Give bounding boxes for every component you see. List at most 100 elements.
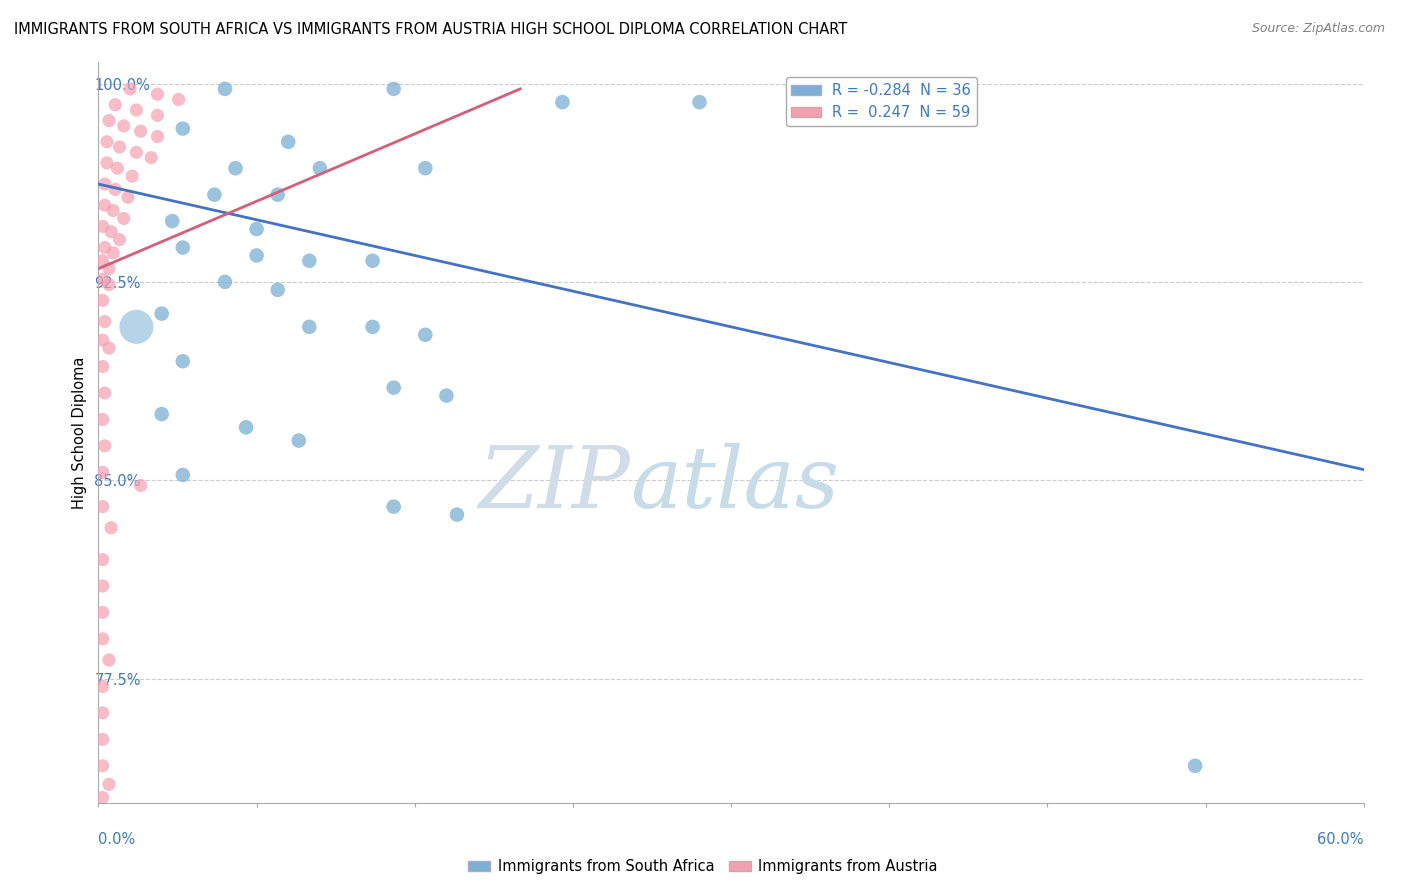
Point — [129, 124, 152, 138]
Point — [91, 790, 114, 805]
Point — [146, 87, 169, 102]
Point — [150, 307, 173, 321]
Text: 60.0%: 60.0% — [1317, 831, 1364, 847]
Point — [141, 151, 163, 165]
Point — [96, 135, 118, 149]
Point — [96, 156, 118, 170]
Point — [309, 161, 332, 176]
Point — [287, 434, 309, 448]
Point — [413, 161, 436, 176]
Point — [98, 653, 121, 667]
Point — [93, 240, 117, 255]
Y-axis label: High School Diploma: High School Diploma — [72, 357, 87, 508]
Point — [277, 135, 299, 149]
Point — [98, 113, 121, 128]
Point — [91, 359, 114, 374]
Point — [382, 500, 405, 514]
Point — [214, 82, 236, 96]
Point — [150, 407, 173, 421]
Point — [298, 253, 321, 268]
Point — [117, 190, 139, 204]
Point — [551, 95, 574, 109]
Point — [91, 632, 114, 646]
Point — [162, 214, 183, 228]
Point — [93, 315, 117, 329]
Text: ZIP: ZIP — [478, 443, 630, 525]
Point — [91, 412, 114, 426]
Point — [91, 732, 114, 747]
Point — [107, 161, 129, 176]
Point — [246, 248, 269, 262]
Point — [298, 319, 321, 334]
Point — [413, 327, 436, 342]
Point — [225, 161, 247, 176]
Point — [382, 381, 405, 395]
Point — [108, 233, 131, 247]
Point — [204, 187, 226, 202]
Point — [91, 606, 114, 620]
Point — [93, 198, 117, 212]
Point — [361, 253, 384, 268]
Point — [688, 95, 710, 109]
Point — [214, 275, 236, 289]
Point — [91, 579, 114, 593]
Point — [172, 121, 194, 136]
Point — [112, 119, 135, 133]
Point — [91, 219, 114, 234]
Point — [93, 386, 117, 401]
Point — [91, 333, 114, 347]
Point — [91, 500, 114, 514]
Point — [98, 777, 121, 791]
Point — [100, 521, 122, 535]
Point — [172, 467, 194, 482]
Point — [1184, 758, 1206, 772]
Point — [103, 203, 125, 218]
Point — [108, 140, 131, 154]
Point — [125, 145, 148, 160]
Point — [104, 182, 127, 196]
Point — [246, 222, 269, 236]
Text: IMMIGRANTS FROM SOUTH AFRICA VS IMMIGRANTS FROM AUSTRIA HIGH SCHOOL DIPLOMA CORR: IMMIGRANTS FROM SOUTH AFRICA VS IMMIGRAN… — [14, 22, 848, 37]
Point — [112, 211, 135, 226]
Text: atlas: atlas — [630, 443, 839, 525]
Point — [91, 552, 114, 566]
Point — [120, 82, 141, 96]
Point — [361, 319, 384, 334]
Point — [129, 478, 152, 492]
Point — [91, 465, 114, 479]
Point — [146, 108, 169, 122]
Point — [91, 758, 114, 772]
Point — [104, 97, 127, 112]
Point — [91, 253, 114, 268]
Legend: Immigrants from South Africa, Immigrants from Austria: Immigrants from South Africa, Immigrants… — [463, 854, 943, 880]
Point — [98, 261, 121, 276]
Point — [125, 103, 148, 117]
Point — [835, 95, 858, 109]
Point — [146, 129, 169, 144]
Text: 0.0%: 0.0% — [98, 831, 135, 847]
Point — [91, 680, 114, 694]
Point — [900, 95, 922, 109]
Point — [172, 240, 194, 255]
Point — [91, 706, 114, 720]
Point — [98, 341, 121, 355]
Point — [100, 225, 122, 239]
Point — [267, 187, 290, 202]
Point — [103, 245, 125, 260]
Point — [783, 95, 806, 109]
Point — [93, 439, 117, 453]
Point — [172, 354, 194, 368]
Point — [98, 277, 121, 292]
Point — [93, 177, 117, 191]
Point — [125, 319, 148, 334]
Legend: R = -0.284  N = 36, R =  0.247  N = 59: R = -0.284 N = 36, R = 0.247 N = 59 — [786, 77, 977, 126]
Point — [267, 283, 290, 297]
Text: Source: ZipAtlas.com: Source: ZipAtlas.com — [1251, 22, 1385, 36]
Point — [446, 508, 468, 522]
Point — [382, 82, 405, 96]
Point — [121, 169, 143, 183]
Point — [167, 92, 190, 106]
Point — [91, 293, 114, 308]
Point — [436, 389, 458, 403]
Point — [91, 272, 114, 286]
